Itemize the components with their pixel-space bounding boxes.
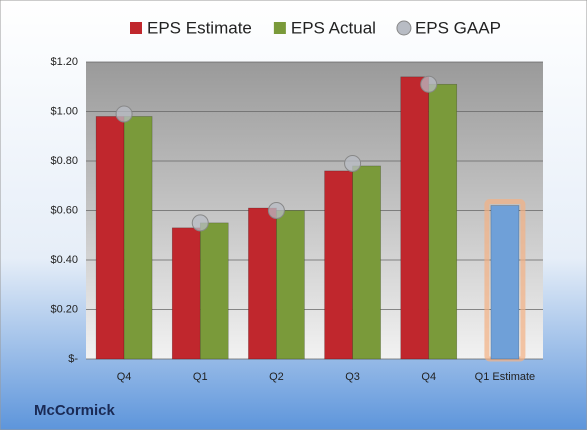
gaap-point	[115, 105, 133, 123]
gaap-point	[344, 154, 362, 172]
y-tick-label: $1.20	[50, 56, 78, 68]
y-tick-label: $0.40	[50, 254, 78, 266]
legend-symbol	[130, 22, 142, 34]
bar	[428, 83, 458, 360]
y-tick-label: $0.20	[50, 303, 78, 315]
bar	[324, 170, 353, 360]
x-tick-label: Q2	[269, 371, 284, 383]
legend-symbol	[396, 20, 412, 36]
x-tick-label: Q1	[193, 371, 208, 383]
legend-label: EPS Estimate	[147, 18, 252, 37]
y-tick-label: $1.00	[50, 105, 78, 117]
x-tick-label: Q1 Estimate	[475, 371, 536, 383]
gaap-point	[420, 75, 438, 93]
x-tick-label: Q4	[117, 371, 132, 383]
y-tick-label: $0.80	[50, 155, 78, 167]
y-tick-label: $-	[68, 353, 78, 365]
gaap-point	[267, 202, 285, 219]
gaap-point	[191, 214, 209, 232]
bar	[248, 207, 277, 360]
legend-symbol	[273, 22, 286, 34]
bar	[123, 116, 153, 360]
bar	[276, 210, 305, 360]
legend-label: EPS GAAP	[415, 18, 501, 37]
chart-title: McCormick	[34, 402, 116, 419]
bar	[490, 205, 520, 360]
legend-label: EPS Actual	[291, 18, 376, 37]
bar	[199, 222, 229, 360]
y-tick-label: $0.60	[50, 204, 78, 216]
bar	[95, 116, 125, 360]
bar	[171, 227, 201, 360]
x-tick-label: Q4	[421, 371, 436, 383]
bar	[400, 76, 430, 360]
x-tick-label: Q3	[345, 371, 360, 383]
bar	[352, 165, 381, 360]
